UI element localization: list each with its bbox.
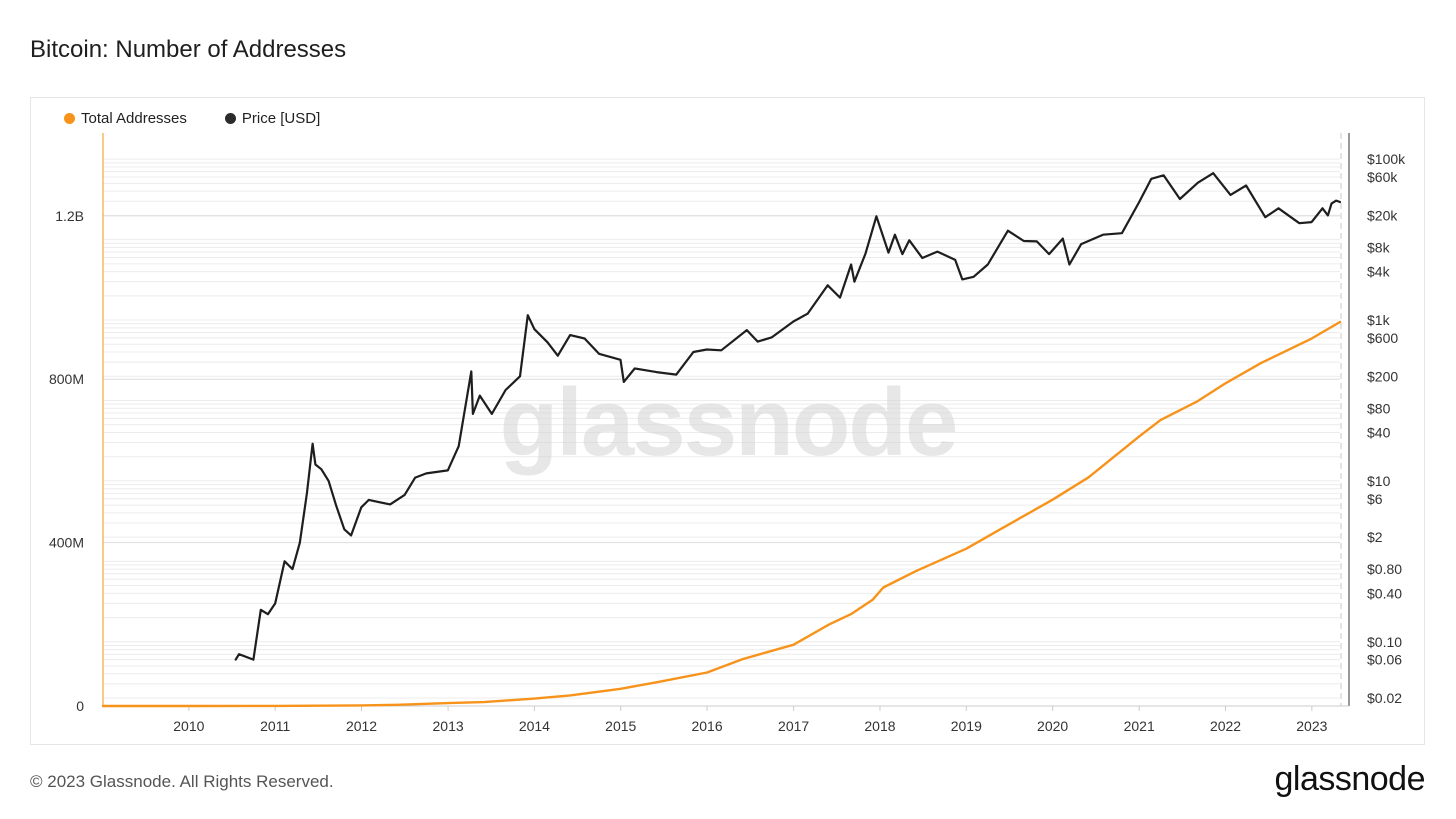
glassnode-logo[interactable]: glassnode bbox=[1274, 760, 1425, 798]
y-left-tick-label: 400M bbox=[49, 535, 84, 551]
chart-title: Bitcoin: Number of Addresses bbox=[30, 36, 347, 63]
y-right-tick-label: $60k bbox=[1367, 169, 1398, 185]
x-tick-label: 2011 bbox=[260, 718, 290, 734]
y-right-tick-label: $200 bbox=[1367, 368, 1398, 384]
footer-copyright: © 2023 Glassnode. All Rights Reserved. bbox=[30, 772, 334, 791]
x-tick-label: 2022 bbox=[1210, 718, 1241, 734]
legend-label-total-addresses: Total Addresses bbox=[81, 110, 187, 127]
x-tick-label: 2015 bbox=[605, 718, 636, 734]
series-line-price bbox=[234, 172, 1342, 661]
y-right-tick-label: $40 bbox=[1367, 424, 1391, 440]
y-left-tick-label: 1.2B bbox=[55, 208, 84, 224]
y-left-tick-label: 800M bbox=[49, 371, 84, 387]
y-right-tick-label: $8k bbox=[1367, 239, 1391, 255]
x-tick-label: 2020 bbox=[1037, 718, 1068, 734]
gridlines bbox=[103, 158, 1340, 707]
y-right-tick-label: $0.40 bbox=[1367, 585, 1402, 601]
y-right-tick-label: $600 bbox=[1367, 330, 1398, 346]
y-right-tick-label: $6 bbox=[1367, 491, 1383, 507]
x-tick-label: 2018 bbox=[864, 718, 895, 734]
x-tick-label: 2023 bbox=[1296, 718, 1327, 734]
x-tick-label: 2012 bbox=[346, 718, 377, 734]
x-tick-label: 2013 bbox=[433, 718, 464, 734]
axis-labels: 0 400M 800M 1.2B $0.02 $0.06 $0.10 $0.40 $0.80 $2… bbox=[49, 151, 1406, 734]
y-right-tick-label: $0.80 bbox=[1367, 561, 1402, 577]
x-tick-label: 2014 bbox=[519, 718, 550, 734]
x-tick-label: 2016 bbox=[691, 718, 722, 734]
legend-item-price[interactable]: Price [USD] bbox=[224, 110, 321, 127]
y-right-tick-label: $0.02 bbox=[1367, 690, 1402, 706]
legend-label-price: Price [USD] bbox=[241, 110, 321, 127]
y-right-tick-label: $4k bbox=[1367, 264, 1391, 280]
total-addresses-marker-icon bbox=[64, 113, 75, 124]
x-tick-label: 2010 bbox=[173, 718, 204, 734]
y-right-tick-label: $20k bbox=[1367, 207, 1398, 223]
y-right-tick-label: $10 bbox=[1367, 473, 1391, 489]
chart-frame bbox=[30, 97, 1425, 745]
legend-item-total-addresses[interactable]: Total Addresses bbox=[64, 110, 187, 127]
x-tick-label: 2017 bbox=[778, 718, 809, 734]
watermark-text: glassnode bbox=[500, 369, 957, 476]
y-right-tick-label: $1k bbox=[1367, 312, 1391, 328]
x-tick-label: 2021 bbox=[1124, 718, 1155, 734]
series-line-total-addresses bbox=[101, 320, 1342, 708]
series bbox=[101, 172, 1342, 708]
price-marker-icon bbox=[224, 113, 236, 124]
y-right-tick-label: $100k bbox=[1367, 151, 1406, 167]
y-right-tick-label: $0.10 bbox=[1367, 634, 1402, 650]
x-tick-label: 2019 bbox=[951, 718, 982, 734]
y-right-tick-label: $80 bbox=[1367, 400, 1391, 416]
y-left-tick-label: 0 bbox=[76, 698, 84, 714]
chart-legend: Total Addresses Price [USD] bbox=[64, 110, 320, 127]
y-right-tick-label: $2 bbox=[1367, 529, 1383, 545]
y-right-tick-label: $0.06 bbox=[1367, 652, 1402, 668]
